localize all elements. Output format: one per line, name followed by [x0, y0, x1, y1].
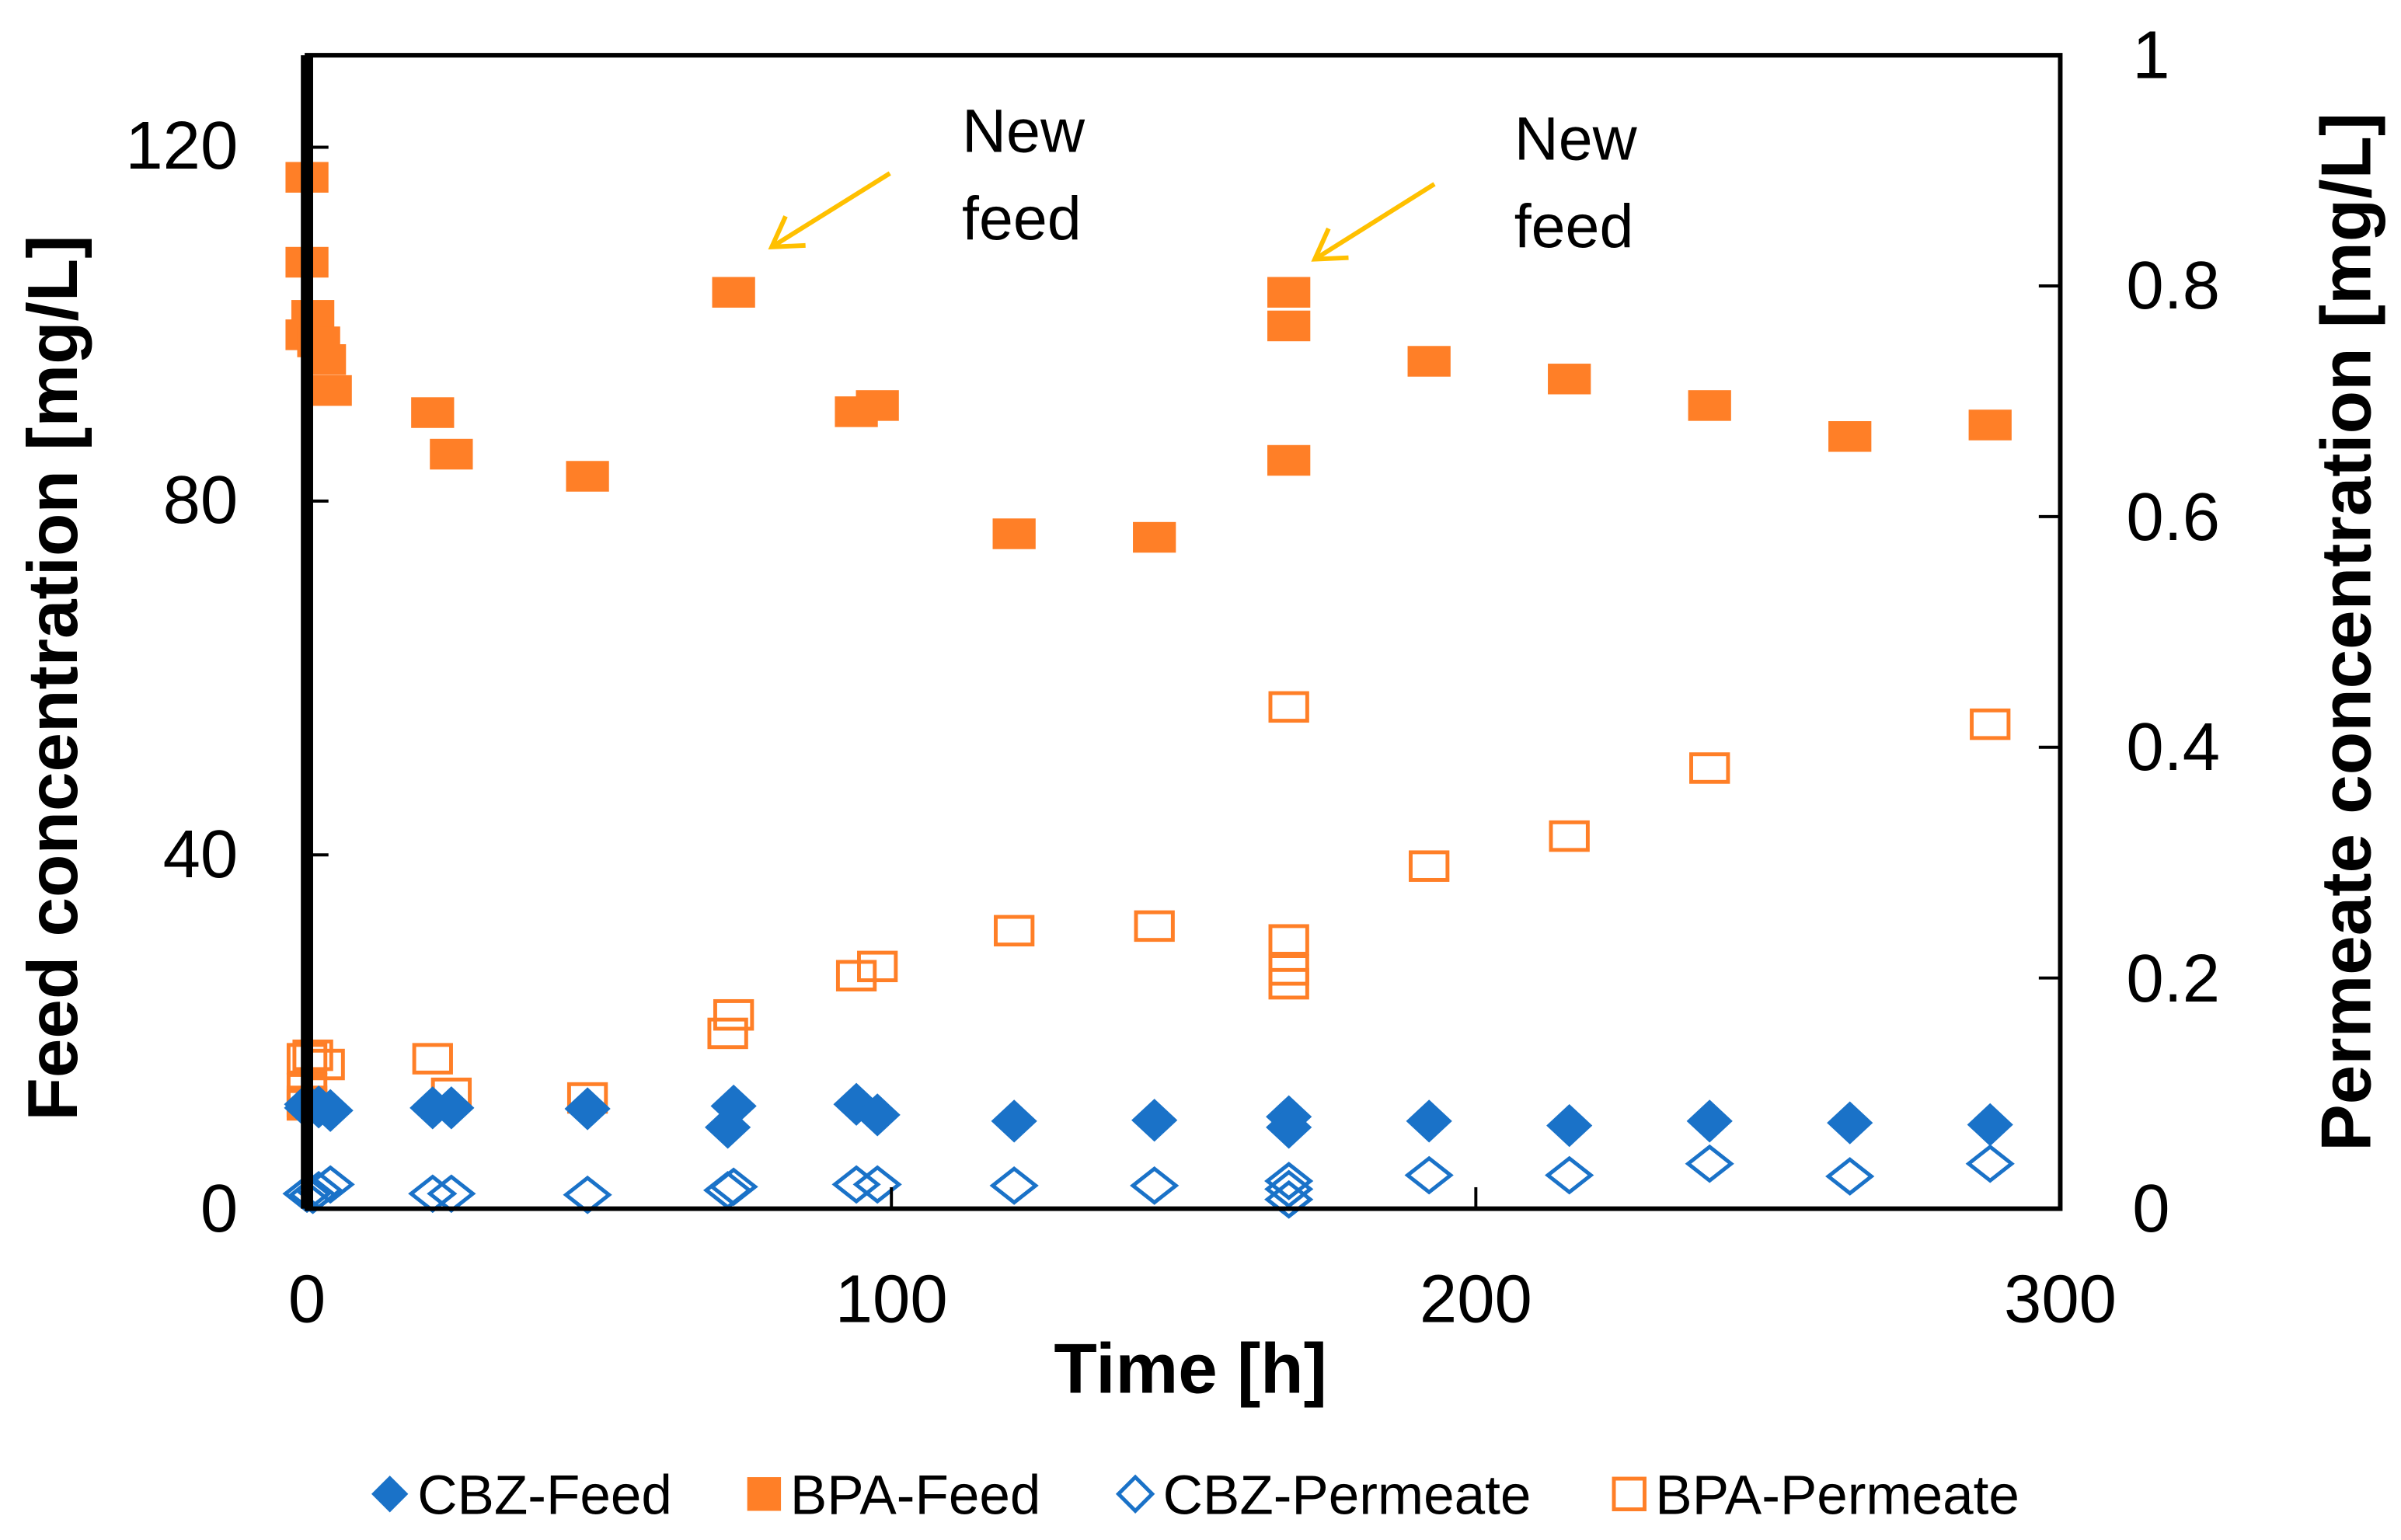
cbz-feed-point [710, 1084, 757, 1128]
bpa-permeate-point [857, 950, 898, 983]
legend-marker-cbz-permeate [1115, 1474, 1155, 1514]
cbz-permeate-point [1825, 1157, 1875, 1196]
cbz-feed-point [1967, 1103, 2013, 1147]
cbz-permeate-point [831, 1165, 881, 1204]
bpa-feed-point [1548, 364, 1591, 395]
cbz-permeate-point [1404, 1155, 1454, 1195]
bpa-feed-point [1267, 310, 1311, 342]
bpa-permeate-point [994, 915, 1035, 947]
bpa-feed-point [992, 518, 1036, 549]
cbz-feed-point [1131, 1099, 1178, 1142]
y-tick-label: 0 [200, 1171, 238, 1246]
x-axis-label: Time [h] [1054, 1329, 1326, 1408]
y-tick-label: 120 [125, 108, 238, 183]
cbz-permeate-point [852, 1165, 902, 1204]
bpa-feed-point [1133, 521, 1176, 553]
cbz-feed-point [1546, 1103, 1593, 1148]
y2-tick-label: 0.6 [2126, 479, 2220, 555]
bpa-feed-point [1407, 346, 1451, 377]
annotation-new-feed-2: New [1514, 104, 1638, 172]
x-tick-label: 300 [2004, 1262, 2117, 1337]
bpa-feed-point [1968, 409, 2012, 441]
bpa-feed-point [1688, 390, 1731, 421]
legend-label: BPA-Feed [790, 1465, 1040, 1526]
annotation-arrow-2 [1311, 182, 1436, 262]
legend-label: CBZ-Permeate [1163, 1465, 1532, 1526]
bpa-permeate-point [1134, 910, 1175, 942]
y2-tick-label: 0.8 [2126, 248, 2220, 323]
bpa-feed-point [566, 461, 609, 492]
axis-ticks [305, 54, 2062, 1211]
y2-tick-label: 0.4 [2126, 709, 2220, 785]
legend: CBZ-Feed BPA-Feed CBZ-Permeate BPA-Perme… [371, 1465, 2019, 1526]
y2-tick-label: 0.2 [2126, 941, 2220, 1016]
bpa-feed-point [1267, 277, 1311, 308]
cbz-permeate-point [1264, 1179, 1314, 1219]
y2-tick-label: 1 [2132, 18, 2169, 93]
cbz-feed-point [1266, 1106, 1312, 1149]
legend-label: BPA-Permeate [1655, 1465, 2019, 1526]
cbz-permeate-point [1965, 1144, 2015, 1183]
annotation-new-feed-1: feed [962, 184, 1082, 253]
annotation-new-feed-2: feed [1514, 192, 1634, 260]
bpa-permeate-point [412, 1043, 453, 1075]
cbz-permeate-point [1264, 1169, 1314, 1209]
cbz-permeate-point [563, 1175, 612, 1214]
cbz-feed-point [991, 1099, 1037, 1143]
data-marks [282, 162, 2015, 1219]
x-tick-label: 100 [835, 1262, 948, 1337]
cbz-permeate-point [989, 1166, 1039, 1205]
cbz-feed-point [854, 1093, 901, 1137]
cbz-permeate-point [305, 1165, 355, 1204]
cbz-feed-point [1827, 1101, 1873, 1145]
legend-label: CBZ-Feed [417, 1465, 672, 1526]
bpa-permeate-point [1409, 850, 1450, 882]
cbz-permeate-point [709, 1167, 758, 1207]
bpa-permeate-point [713, 998, 754, 1031]
cbz-feed-point [307, 1089, 354, 1132]
legend-marker-cbz-feed [371, 1476, 409, 1513]
cbz-feed-point [1406, 1099, 1452, 1143]
bpa-feed-point [411, 397, 455, 428]
bpa-feed-point [308, 375, 352, 406]
plot-frame [305, 53, 2063, 1211]
legend-marker-bpa-permeate [1612, 1476, 1647, 1511]
y2-tick-label: 0 [2132, 1171, 2169, 1246]
bpa-feed-point [1828, 421, 1872, 452]
cbz-permeate-point [1545, 1155, 1594, 1195]
bpa-permeate-point [707, 1017, 748, 1050]
cbz-permeate-point [1130, 1166, 1180, 1205]
x-tick-label: 200 [1420, 1262, 1532, 1337]
bpa-permeate-point [835, 960, 877, 991]
bpa-permeate-point [1268, 691, 1309, 723]
cbz-permeate-point [1264, 1162, 1314, 1200]
x-tick-label: 0 [288, 1262, 326, 1337]
bpa-feed-point [712, 277, 755, 308]
cbz-feed-point [428, 1086, 475, 1130]
annotation-arrow-1 [768, 171, 891, 250]
y2-axis-label: Permeate concentration [mg/L] [2307, 113, 2385, 1152]
y-tick-label: 80 [163, 462, 239, 538]
annotation-new-feed-1: New [962, 96, 1086, 165]
bpa-permeate-point [1970, 708, 2011, 740]
bpa-permeate-point [1268, 924, 1309, 956]
bpa-feed-point [430, 438, 473, 470]
bpa-permeate-point [1549, 820, 1590, 852]
legend-marker-bpa-feed [747, 1477, 782, 1511]
cbz-feed-point [564, 1087, 611, 1131]
bpa-feed-point [856, 390, 899, 421]
y-axis-label: Feed concentration [mg/L] [14, 235, 92, 1121]
cbz-feed-point [1686, 1099, 1733, 1143]
bpa-permeate-point [1268, 967, 1309, 1000]
cbz-permeate-point [1685, 1144, 1734, 1183]
bpa-permeate-point [1689, 752, 1730, 784]
y-tick-label: 40 [163, 817, 239, 892]
bpa-feed-point [1267, 444, 1311, 476]
